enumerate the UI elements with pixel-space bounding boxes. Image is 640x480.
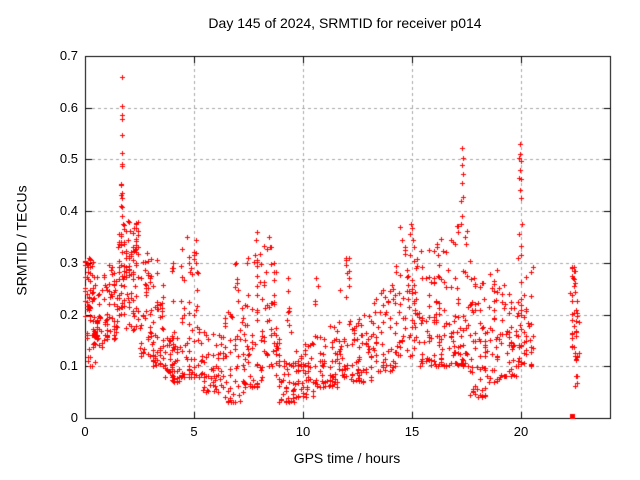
y-tick-label: 0 <box>70 410 78 425</box>
x-tick-label: 15 <box>404 424 420 439</box>
x-tick-label: 5 <box>190 424 198 439</box>
y-tick-label: 0.4 <box>59 203 78 219</box>
x-tick-label: 0 <box>81 424 89 439</box>
y-tick-label: 0.7 <box>59 48 78 63</box>
y-axis-label: SRMTID / TECUs <box>13 185 30 296</box>
y-tick-label: 0.2 <box>59 306 78 322</box>
x-axis-label: GPS time / hours <box>293 450 401 466</box>
x-tick-label: 10 <box>295 424 311 439</box>
y-tick-label: 0.1 <box>59 358 78 374</box>
y-tick-label: 0.3 <box>59 254 78 270</box>
y-tick-label: 0.5 <box>59 151 78 167</box>
chart-title: Day 145 of 2024, SRMTID for receiver p01… <box>208 15 482 31</box>
x-tick-label: 20 <box>513 424 529 439</box>
y-tick-label: 0.6 <box>59 99 78 115</box>
